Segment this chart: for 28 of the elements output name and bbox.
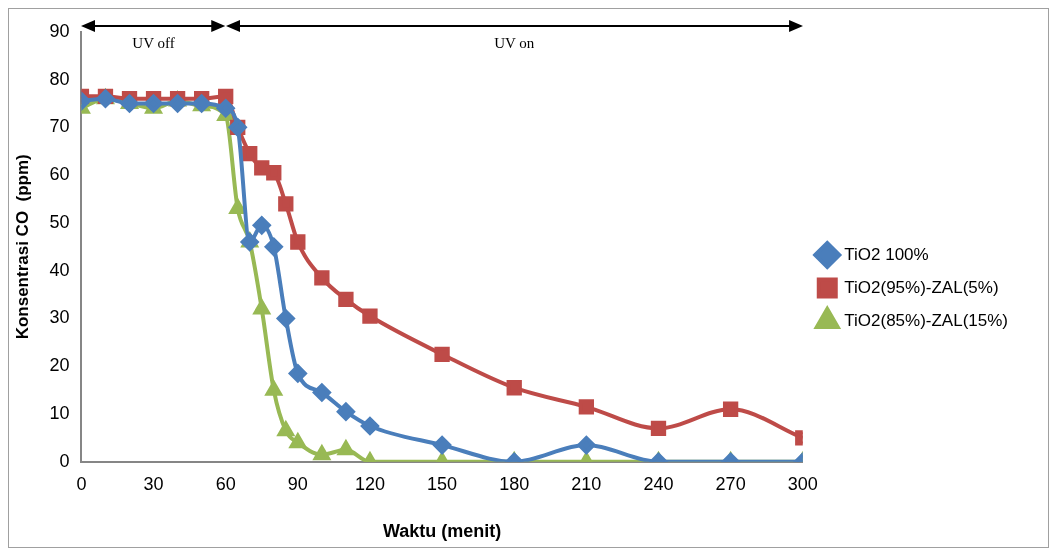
y-tick-label: 40 [49,259,70,280]
annotation: UV off [131,33,176,52]
x-tick-label: 270 [715,473,746,494]
x-tick-label: 120 [354,473,385,494]
y-tick-label: 90 [49,20,70,41]
x-tick-label: 30 [143,473,164,494]
x-tick-label: 210 [571,473,602,494]
y-tick-label: 0 [59,450,70,471]
x-axis-title: Waktu (menit) [382,521,502,542]
x-tick-label: 150 [427,473,458,494]
legend-label: TiO2(95%)-ZAL(5%) [844,277,999,297]
legend-label: TiO2(85%)-ZAL(15%) [844,310,1009,330]
y-axis-title: Konsentrasi CO (ppm) [12,154,32,340]
x-tick-label: 60 [215,473,236,494]
y-tick-label: 60 [49,164,70,185]
x-tick-label: 180 [499,473,530,494]
x-tick-label: 240 [643,473,674,494]
x-tick-label: 300 [787,473,818,494]
y-tick-label: 70 [49,116,70,137]
x-tick-label: 0 [76,473,87,494]
y-tick-label: 10 [49,402,70,423]
y-tick-label: 20 [49,355,70,376]
legend-label: TiO2 100% [844,244,929,264]
y-tick-label: 50 [49,211,70,232]
x-tick-label: 90 [287,473,308,494]
y-tick-label: 30 [49,307,70,328]
annotation: UV on [493,33,536,52]
y-tick-label: 80 [49,68,70,89]
